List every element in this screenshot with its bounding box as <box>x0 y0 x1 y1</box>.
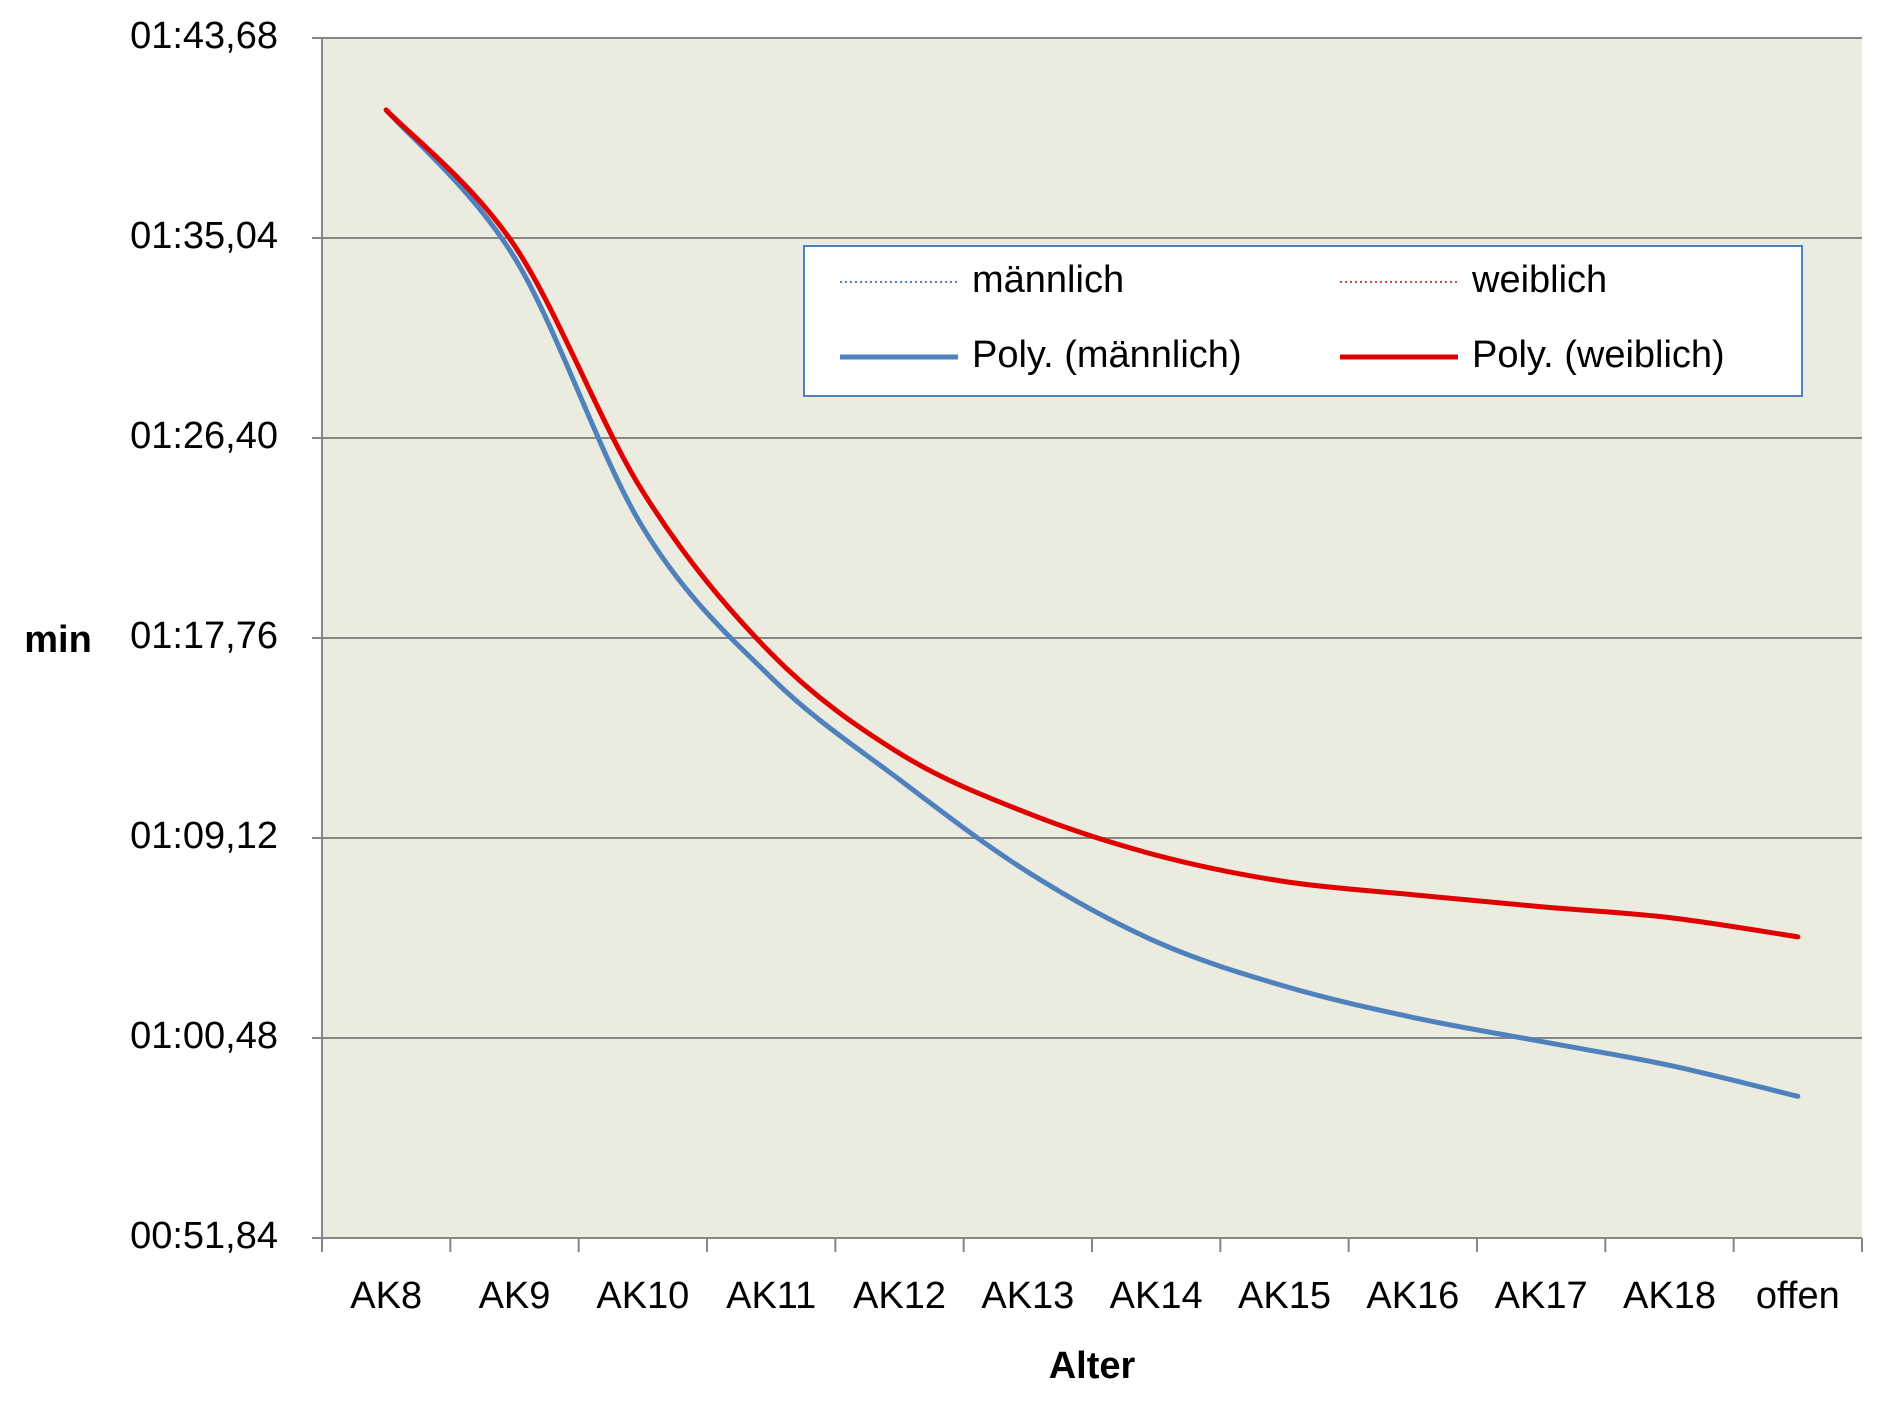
y-tick-label: 01:09,12 <box>130 815 278 857</box>
y-tick-label: 01:35,04 <box>130 215 278 257</box>
y-tick-label: 01:43,68 <box>130 15 278 57</box>
x-tick-label: AK8 <box>350 1275 422 1317</box>
legend-label: weiblich <box>1471 259 1607 301</box>
legend-label: Poly. (männlich) <box>972 334 1242 376</box>
x-axis-title: Alter <box>1049 1345 1136 1387</box>
series-line <box>383 107 1801 940</box>
y-tick-label: 00:51,84 <box>130 1215 278 1257</box>
x-tick-label: AK11 <box>726 1275 816 1317</box>
x-tick-label: AK12 <box>853 1275 946 1317</box>
x-tick-label: AK13 <box>981 1275 1074 1317</box>
x-tick-label: offen <box>1756 1275 1840 1317</box>
x-tick-label: AK15 <box>1238 1275 1331 1317</box>
y-tick-label: 01:26,40 <box>130 415 278 457</box>
y-axis-title: min <box>24 619 92 661</box>
y-tick-label: 01:17,76 <box>130 615 278 657</box>
y-tick-label: 01:00,48 <box>130 1015 278 1057</box>
x-tick-label: AK16 <box>1366 1275 1459 1317</box>
x-tick-label: AK18 <box>1623 1275 1716 1317</box>
x-tick-label: AK10 <box>596 1275 689 1317</box>
legend-label: Poly. (weiblich) <box>1472 334 1725 376</box>
legend-box <box>803 245 1803 397</box>
x-tick-label: AK14 <box>1110 1275 1203 1317</box>
legend-label: männlich <box>972 259 1124 301</box>
x-tick-label: AK9 <box>479 1275 551 1317</box>
x-tick-label: AK17 <box>1495 1275 1588 1317</box>
series-line <box>383 107 1801 1099</box>
